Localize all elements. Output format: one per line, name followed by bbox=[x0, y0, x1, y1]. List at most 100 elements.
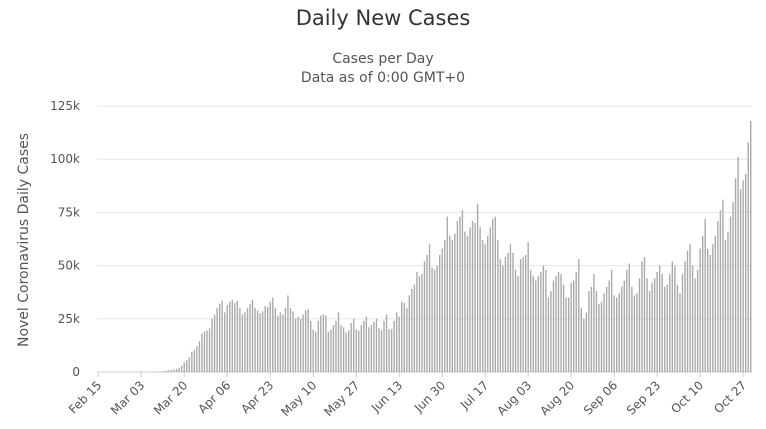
bar[interactable] bbox=[244, 312, 246, 372]
bar[interactable] bbox=[449, 235, 451, 372]
bar[interactable] bbox=[163, 371, 165, 372]
bar[interactable] bbox=[408, 295, 411, 372]
bar[interactable] bbox=[459, 216, 461, 372]
bar[interactable] bbox=[181, 365, 183, 372]
bar[interactable] bbox=[689, 244, 691, 372]
bar[interactable] bbox=[173, 369, 175, 372]
bar[interactable] bbox=[251, 299, 254, 372]
bar[interactable] bbox=[646, 278, 648, 372]
bar[interactable] bbox=[524, 254, 527, 372]
bar[interactable] bbox=[729, 216, 732, 372]
bar[interactable] bbox=[224, 312, 226, 372]
bar[interactable] bbox=[530, 269, 532, 372]
bar[interactable] bbox=[605, 286, 608, 372]
bar[interactable] bbox=[279, 312, 282, 372]
bar[interactable] bbox=[527, 242, 529, 372]
bar[interactable] bbox=[454, 233, 456, 372]
bar[interactable] bbox=[636, 293, 638, 372]
bar[interactable] bbox=[578, 259, 580, 372]
bar[interactable] bbox=[694, 278, 696, 372]
bar[interactable] bbox=[183, 362, 185, 372]
bar[interactable] bbox=[504, 257, 507, 372]
bar[interactable] bbox=[433, 269, 436, 372]
bar[interactable] bbox=[724, 240, 727, 372]
bar[interactable] bbox=[648, 291, 651, 372]
bar[interactable] bbox=[479, 227, 481, 372]
bar[interactable] bbox=[676, 284, 679, 372]
bar[interactable] bbox=[312, 329, 314, 372]
bar[interactable] bbox=[373, 321, 375, 372]
bar[interactable] bbox=[345, 332, 347, 372]
bar[interactable] bbox=[557, 271, 560, 372]
bar[interactable] bbox=[254, 308, 256, 372]
bar[interactable] bbox=[600, 301, 603, 372]
bar[interactable] bbox=[522, 257, 524, 372]
bar[interactable] bbox=[487, 235, 489, 372]
bar[interactable] bbox=[739, 188, 742, 372]
bar[interactable] bbox=[631, 286, 633, 372]
bar[interactable] bbox=[206, 330, 208, 373]
bar[interactable] bbox=[261, 311, 264, 372]
bar[interactable] bbox=[545, 269, 547, 372]
bar[interactable] bbox=[307, 309, 309, 372]
bar[interactable] bbox=[317, 320, 319, 372]
bar[interactable] bbox=[201, 333, 203, 372]
bar[interactable] bbox=[659, 265, 661, 372]
bar[interactable] bbox=[507, 252, 509, 372]
bar[interactable] bbox=[567, 297, 570, 372]
bar[interactable] bbox=[669, 274, 671, 372]
bar[interactable] bbox=[684, 261, 686, 372]
bar[interactable] bbox=[590, 286, 593, 372]
bar[interactable] bbox=[643, 257, 646, 372]
bar[interactable] bbox=[532, 276, 534, 372]
bar[interactable] bbox=[191, 351, 193, 372]
bar[interactable] bbox=[540, 271, 542, 372]
bar[interactable] bbox=[456, 220, 459, 372]
bar[interactable] bbox=[335, 320, 337, 372]
bar[interactable] bbox=[701, 235, 704, 372]
bar[interactable] bbox=[719, 210, 722, 372]
bar[interactable] bbox=[320, 315, 322, 372]
bar[interactable] bbox=[517, 276, 519, 372]
bar[interactable] bbox=[664, 286, 666, 372]
bar[interactable] bbox=[438, 254, 441, 372]
bar[interactable] bbox=[583, 318, 585, 372]
bar[interactable] bbox=[221, 300, 223, 372]
bar[interactable] bbox=[229, 301, 231, 372]
bar[interactable] bbox=[347, 330, 350, 373]
bar[interactable] bbox=[310, 320, 312, 372]
bar[interactable] bbox=[547, 297, 550, 372]
bar[interactable] bbox=[750, 120, 752, 373]
bar[interactable] bbox=[699, 248, 701, 372]
bar[interactable] bbox=[365, 316, 368, 372]
bar[interactable] bbox=[666, 284, 668, 372]
bar[interactable] bbox=[727, 231, 729, 372]
bar[interactable] bbox=[406, 308, 408, 372]
bar[interactable] bbox=[641, 261, 643, 372]
bar[interactable] bbox=[436, 265, 438, 372]
bar[interactable] bbox=[595, 291, 598, 372]
bar[interactable] bbox=[282, 314, 284, 372]
bar[interactable] bbox=[272, 297, 274, 372]
bar[interactable] bbox=[461, 210, 464, 372]
bar[interactable] bbox=[236, 300, 239, 372]
bar[interactable] bbox=[552, 280, 555, 373]
bar[interactable] bbox=[742, 180, 744, 372]
bar[interactable] bbox=[446, 216, 448, 372]
bar[interactable] bbox=[598, 303, 600, 372]
bar[interactable] bbox=[580, 308, 582, 372]
bar[interactable] bbox=[535, 280, 537, 373]
bar[interactable] bbox=[618, 293, 620, 372]
bar[interactable] bbox=[492, 218, 494, 372]
bar[interactable] bbox=[661, 274, 663, 372]
bar[interactable] bbox=[350, 323, 352, 372]
bar[interactable] bbox=[466, 235, 469, 372]
bar[interactable] bbox=[401, 301, 403, 372]
bar[interactable] bbox=[178, 367, 180, 372]
bar[interactable] bbox=[203, 331, 206, 372]
bar[interactable] bbox=[610, 269, 613, 372]
bar[interactable] bbox=[213, 314, 216, 372]
bar[interactable] bbox=[274, 308, 276, 372]
bar[interactable] bbox=[246, 308, 249, 372]
bar[interactable] bbox=[441, 248, 443, 372]
